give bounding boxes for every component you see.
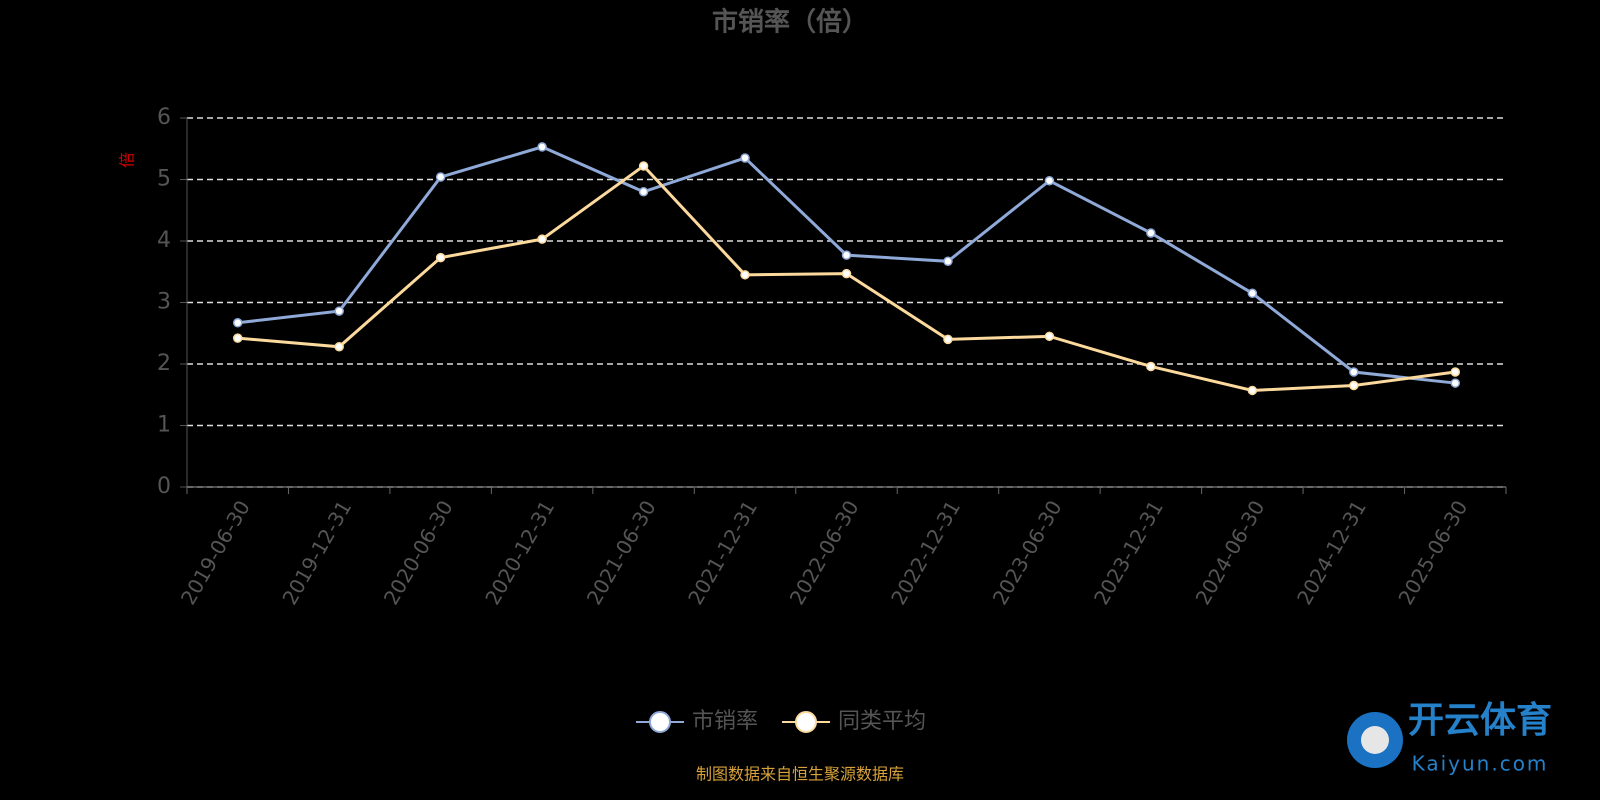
legend-marker bbox=[649, 711, 671, 733]
y-tick-label: 0 bbox=[157, 474, 171, 499]
data-point bbox=[1247, 288, 1258, 299]
data-point bbox=[537, 234, 547, 244]
data-point bbox=[943, 256, 953, 267]
data-point bbox=[638, 187, 649, 197]
y-tick-label: 3 bbox=[157, 290, 171, 315]
legend-label: 同类平均 bbox=[838, 709, 926, 734]
data-point bbox=[334, 342, 344, 352]
data-point bbox=[232, 333, 243, 343]
source-note: 制图数据来自恒生聚源数据库 bbox=[696, 765, 904, 784]
legend-marker bbox=[795, 711, 818, 733]
watermark-ball bbox=[1361, 726, 1389, 754]
watermark-brand: 开云体育 bbox=[1408, 700, 1552, 741]
data-point bbox=[740, 153, 750, 163]
y-tick-label: 4 bbox=[157, 228, 171, 253]
watermark: 开云体育 Kaiyun.com bbox=[1347, 700, 1552, 776]
data-point bbox=[841, 268, 852, 279]
data-point bbox=[435, 172, 446, 182]
data-point bbox=[435, 252, 446, 263]
y-tick-label: 1 bbox=[157, 413, 171, 438]
data-point bbox=[1146, 361, 1156, 372]
data-point bbox=[638, 161, 649, 171]
y-axis-label: 倍 bbox=[118, 152, 137, 168]
y-tick-label: 6 bbox=[157, 105, 171, 130]
legend-item: 同类平均 bbox=[782, 709, 926, 734]
watermark-site: Kaiyun.com bbox=[1412, 752, 1549, 776]
data-point bbox=[334, 306, 344, 316]
data-point bbox=[1450, 378, 1461, 388]
data-point bbox=[1044, 175, 1055, 186]
data-point bbox=[841, 250, 852, 260]
data-point bbox=[1247, 385, 1258, 396]
data-point bbox=[1450, 367, 1461, 377]
y-tick-label: 2 bbox=[157, 351, 171, 376]
y-tick-label: 5 bbox=[157, 167, 171, 192]
legend-label: 市销率 bbox=[692, 709, 758, 734]
data-point bbox=[537, 142, 547, 152]
data-point bbox=[1349, 367, 1359, 377]
data-point bbox=[1349, 380, 1359, 391]
chart-title: 市销率（倍） bbox=[712, 7, 868, 38]
data-point bbox=[1146, 228, 1156, 238]
data-point bbox=[1044, 331, 1055, 342]
data-point bbox=[232, 318, 243, 328]
data-point bbox=[943, 334, 953, 345]
data-point bbox=[740, 270, 750, 280]
legend-item: 市销率 bbox=[636, 709, 758, 734]
